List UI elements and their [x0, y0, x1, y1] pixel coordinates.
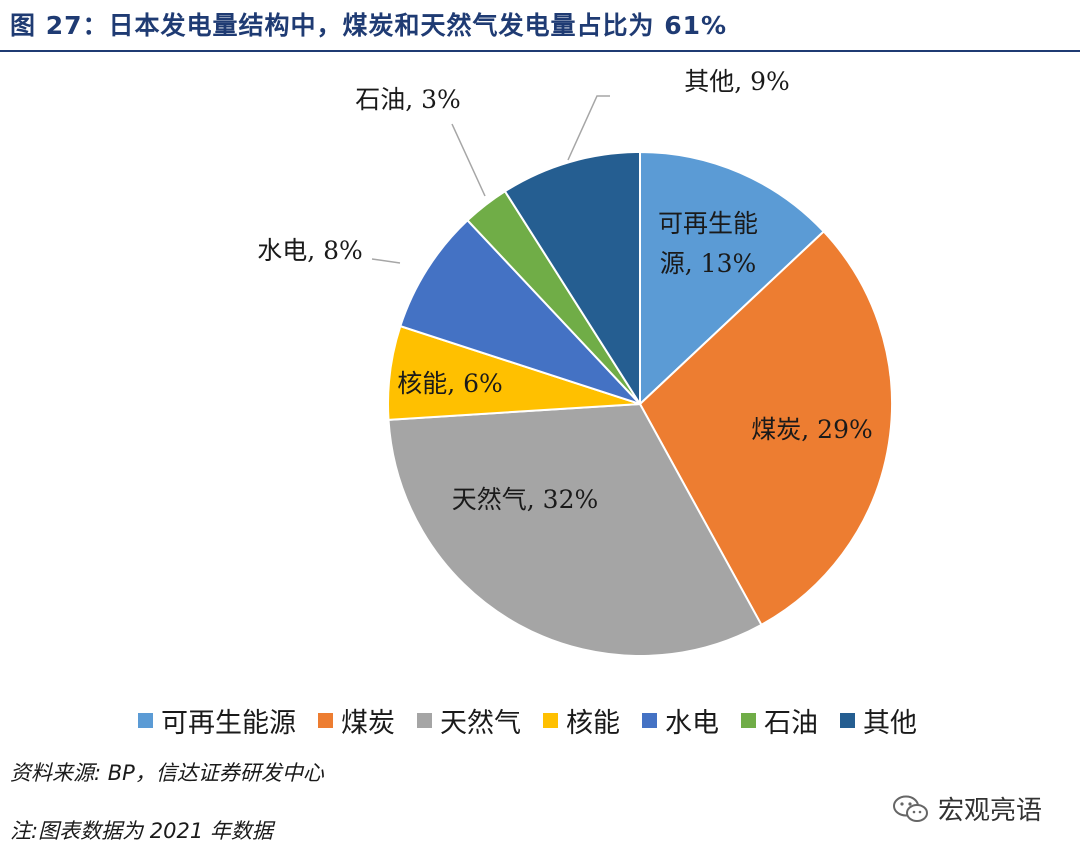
title-divider [0, 50, 1080, 52]
legend-label-hydro: 水电 [665, 707, 719, 739]
legend-swatch-oil [741, 712, 756, 728]
legend-swatch-gas [417, 712, 432, 728]
legend-item-coal: 煤炭 [318, 701, 395, 740]
data-label-coal: 煤炭, 29% [751, 415, 872, 444]
legend-swatch-nuclear [543, 712, 558, 728]
data-label-hydro: 水电, 8% [257, 236, 363, 265]
data-label-other: 其他, 9% [684, 67, 790, 96]
legend-label-coal: 煤炭 [341, 707, 395, 739]
legend-item-oil: 石油 [741, 701, 818, 740]
legend-swatch-renewable [138, 712, 153, 728]
data-note: 注:图表数据为 2021 年数据 [10, 819, 273, 843]
legend-swatch-coal [318, 712, 333, 728]
legend-item-hydro: 水电 [642, 701, 719, 740]
pie-slice-gas [387, 402, 763, 657]
leader-line-other [567, 95, 610, 161]
legend-item-nuclear: 核能 [543, 701, 620, 740]
source-note: 资料来源: BP，信达证券研发中心 [10, 761, 324, 785]
leader-line-oil [451, 123, 486, 197]
pie-slice-other [503, 150, 641, 408]
pie-slice-hydro [399, 218, 641, 405]
data-label-nuclear: 核能, 6% [397, 369, 503, 398]
legend-item-renewable: 可再生能源 [138, 701, 296, 740]
pie-slice-renewable [639, 150, 826, 407]
legend-label-other: 其他 [863, 707, 917, 739]
chart-legend: 可再生能源 煤炭 天然气 核能 水电 石油 其他 [138, 700, 917, 740]
legend-label-nuclear: 核能 [566, 707, 620, 739]
legend-swatch-other [840, 712, 855, 728]
data-label-oil: 石油, 3% [355, 85, 461, 114]
pie-chart: 可再生能源, 13% 煤炭, 29% 天然气, 32% 核能, 6% 水电, 8% 石油,… [257, 67, 893, 657]
legend-swatch-hydro [642, 712, 657, 728]
watermark-text: 宏观亮语 [938, 796, 1043, 826]
leader-line-hydro [371, 258, 401, 264]
data-label-gas: 天然气, 32% [452, 485, 598, 514]
chart-title: 图 27：日本发电量结构中，煤炭和天然气发电量占比为 61% [10, 11, 728, 40]
wechat-icon [893, 795, 928, 822]
pie-slice-coal [638, 230, 893, 627]
legend-label-oil: 石油 [764, 707, 818, 739]
watermark: 宏观亮语 [892, 790, 1042, 827]
legend-label-renewable: 可再生能源 [161, 707, 296, 739]
data-label-renewable: 可再生能源, 13% [658, 209, 758, 278]
legend-item-gas: 天然气 [417, 701, 521, 740]
legend-label-gas: 天然气 [440, 707, 521, 739]
legend-item-other: 其他 [840, 701, 917, 740]
